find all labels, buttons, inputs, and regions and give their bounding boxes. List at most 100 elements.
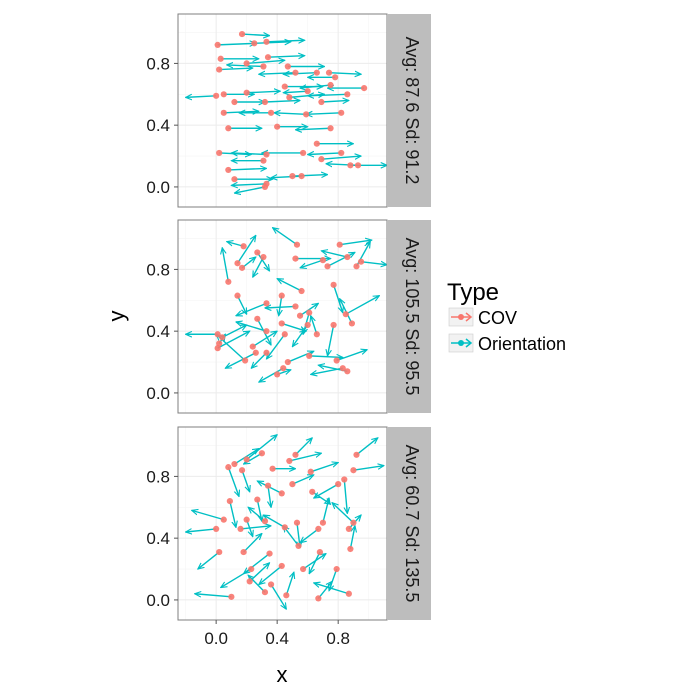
- orientation-arrow: [314, 583, 350, 595]
- cov-point: [238, 264, 246, 271]
- cov-point: [286, 457, 293, 465]
- cov-point: [350, 519, 357, 526]
- orientation-arrow: [332, 503, 354, 524]
- cov-point: [254, 315, 261, 322]
- y-tick-label: 0.8: [146, 54, 170, 73]
- cov-point: [306, 309, 313, 316]
- cov-point: [220, 516, 227, 523]
- facet-strip-label: Avg: 87.6 Sd: 91.2: [402, 37, 422, 185]
- cov-point: [264, 482, 272, 489]
- orientation-arrow: [281, 322, 306, 331]
- cov-point: [350, 467, 357, 474]
- orientation-arrow: [236, 235, 255, 264]
- y-tick-label: 0.0: [146, 384, 170, 403]
- facet-panel: Avg: 60.7 Sd: 135.5 0.0 0.4 0.8: [146, 426, 431, 621]
- facet-strip-label: Avg: 60.7 Sd: 135.5: [402, 445, 422, 603]
- orientation-arrow: [277, 278, 302, 292]
- cov-point: [226, 498, 233, 505]
- orientation-arrow: [186, 96, 217, 98]
- cov-point: [263, 38, 270, 45]
- cov-point: [284, 358, 291, 366]
- cov-point: [246, 578, 253, 585]
- orientation-arrow: [266, 333, 286, 359]
- legend-arrow-orientation: [465, 338, 473, 348]
- orientation-arrow: [328, 324, 335, 356]
- orientation-arrow: [292, 324, 309, 347]
- cov-point: [286, 94, 293, 101]
- legend-label-orientation: Orientation: [478, 334, 566, 354]
- legend-arrow-cov: [465, 312, 473, 322]
- orientation-arrow: [294, 438, 312, 456]
- orientation-arrow: [246, 435, 278, 460]
- cov-point: [261, 518, 269, 525]
- cov-point: [254, 249, 261, 256]
- cov-point: [217, 55, 224, 62]
- orientation-arrow: [289, 453, 321, 462]
- cov-point: [339, 365, 346, 372]
- orientation-arrow: [300, 528, 319, 543]
- cov-point: [243, 60, 250, 67]
- cov-point: [231, 460, 238, 468]
- facet-strip: [387, 220, 431, 413]
- panel-background: [177, 219, 388, 414]
- legend: Type COV Orientation: [447, 279, 566, 354]
- cov-point: [228, 593, 235, 600]
- cov-point: [315, 525, 322, 533]
- cov-point: [267, 581, 275, 588]
- cov-point: [248, 565, 255, 573]
- orientation-arrow: [353, 466, 384, 471]
- y-tick-label: 0.8: [146, 260, 170, 279]
- orientation-arrow: [249, 563, 270, 582]
- y-tick-label: 0.8: [146, 467, 170, 486]
- cov-point: [304, 88, 311, 95]
- orientation-arrow: [240, 526, 272, 529]
- cov-point: [336, 241, 343, 248]
- legend-item-cov: COV: [448, 307, 517, 328]
- cov-point: [324, 263, 331, 270]
- legend-label-cov: COV: [478, 308, 517, 328]
- cov-point: [333, 357, 340, 364]
- orientation-arrow: [242, 34, 269, 36]
- cov-point: [347, 162, 354, 169]
- orientation-arrow: [267, 56, 305, 58]
- cov-point: [263, 349, 270, 356]
- orientation-arrow: [345, 296, 380, 315]
- cov-point: [319, 519, 327, 526]
- cov-point: [219, 334, 226, 341]
- legend-point-orientation: [458, 340, 464, 346]
- cov-point: [216, 66, 223, 73]
- legend-title: Type: [447, 279, 499, 306]
- orientation-arrow: [228, 168, 266, 170]
- orientation-arrow: [248, 575, 266, 593]
- cov-point: [243, 89, 250, 96]
- orientation-arrow: [217, 331, 250, 349]
- cov-point: [261, 589, 269, 596]
- cov-point: [348, 320, 356, 327]
- orientation-arrow: [302, 554, 326, 570]
- cov-point: [325, 69, 333, 76]
- orientation-arrow: [321, 156, 361, 160]
- cov-point: [289, 481, 296, 488]
- orientation-arrow: [295, 128, 331, 130]
- x-tick-label: 0.8: [326, 629, 350, 648]
- cov-point: [293, 241, 301, 248]
- x-axis-title: x: [277, 662, 288, 687]
- cov-point: [234, 260, 241, 267]
- cov-point: [242, 357, 249, 364]
- orientation-arrow: [236, 322, 267, 332]
- orientation-arrow: [264, 100, 300, 102]
- orientation-arrow: [217, 43, 256, 45]
- orientation-arrow: [252, 331, 277, 348]
- cov-point: [347, 545, 354, 553]
- cov-point: [284, 63, 291, 70]
- cov-point: [292, 255, 299, 262]
- cov-point: [313, 69, 320, 76]
- orientation-arrow: [289, 94, 324, 97]
- cov-point: [318, 98, 325, 106]
- cov-point: [278, 490, 285, 497]
- orientation-arrow: [328, 73, 361, 75]
- cov-point: [293, 519, 301, 526]
- cov-point: [238, 30, 246, 38]
- cov-point: [225, 278, 232, 285]
- cov-point: [214, 331, 221, 338]
